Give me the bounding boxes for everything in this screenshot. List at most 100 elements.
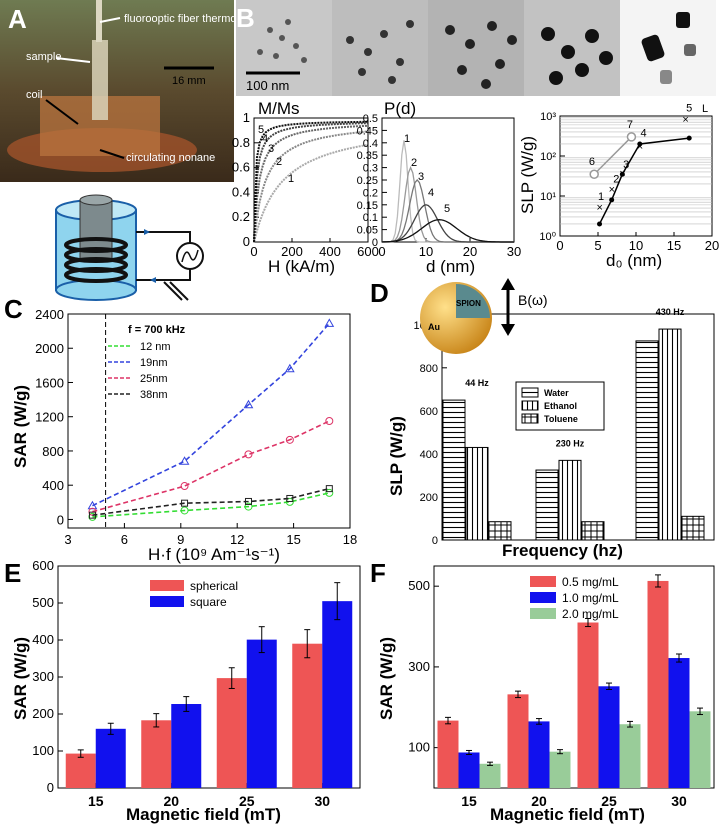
bar-ytick-label: 300 <box>32 669 54 684</box>
c-legend-label: 25nm <box>140 373 168 385</box>
pd-curve-label: 5 <box>444 203 450 215</box>
c-ytick-label: 2400 <box>35 307 64 322</box>
slp-point-label: 3 <box>623 159 629 171</box>
field-arrow-down <box>501 324 515 336</box>
mms-ytick-label: 0.8 <box>232 135 250 150</box>
coil-label: coil <box>26 89 43 101</box>
nonane-label: circulating nonane <box>126 152 215 164</box>
bar-xtick-label: 30 <box>314 793 330 809</box>
bar-legend-label: 1.0 mg/mL <box>562 591 619 605</box>
mms-ytick-label: 0.6 <box>232 160 250 175</box>
mms-curve <box>253 143 369 243</box>
slp-grey-point <box>626 132 637 142</box>
mms-curve <box>253 130 369 243</box>
bar-legend-swatch <box>530 592 556 603</box>
bar <box>647 580 669 788</box>
sample-tube <box>92 40 108 120</box>
slp-ytick-label: 10⁰ <box>539 231 556 243</box>
panel-e-xlabel: Magnetic field (mT) <box>126 805 281 824</box>
bar-ytick-label: 500 <box>32 595 54 610</box>
tem-particles-5 <box>641 12 696 84</box>
coil-arrow <box>45 99 79 125</box>
slp-ytick-label: 10¹ <box>540 191 556 203</box>
pd-plot: P(d) d (nm) 0 10 20 3000.050.10.150.20.250.… <box>357 99 522 276</box>
c-point <box>325 417 334 425</box>
d-bar <box>488 521 512 541</box>
mms-curve-label: 2 <box>276 156 282 168</box>
slp-point <box>597 221 603 227</box>
pd-ytick-label: 0.35 <box>357 150 378 162</box>
mms-xtick-label: 400 <box>319 244 341 259</box>
mms-curve-label: 3 <box>268 143 274 155</box>
pd-ytick-label: 0.05 <box>357 225 378 237</box>
panel-a-letter: A <box>8 4 27 34</box>
pd-xtick-label: 0 <box>378 244 385 259</box>
c-ytick-label: 2000 <box>35 341 64 356</box>
d-bar <box>658 328 682 541</box>
c-point <box>243 399 254 409</box>
slp-grey-point <box>589 169 599 179</box>
c-point <box>244 450 253 459</box>
bar-xtick-label: 30 <box>671 793 687 809</box>
panel-f: F SAR (W/g) Magnetic field (mT) 100 300 50… <box>370 558 715 824</box>
slp-xtick-label: 0 <box>556 238 563 253</box>
d-bar <box>635 340 659 541</box>
c-ytick-label: 800 <box>42 444 64 459</box>
bar <box>292 643 323 788</box>
bar-ytick-label: 300 <box>408 659 430 674</box>
bar-xtick-label: 15 <box>88 793 104 809</box>
core-shell-inset: Au SPION B(ω) <box>420 278 548 354</box>
sample-label: sample <box>26 51 61 63</box>
pd-ytick-label: 0 <box>372 237 378 249</box>
c-xtick-label: 3 <box>64 532 71 547</box>
panel-c-xlabel: H·f (10⁹ Am⁻¹s⁻¹) <box>148 545 280 564</box>
panel-c-letter: C <box>4 294 23 324</box>
slp-point <box>637 141 643 147</box>
bar <box>479 763 501 788</box>
pd-ytick-label: 0.5 <box>363 113 378 125</box>
pd-ytick-label: 0.15 <box>357 200 378 212</box>
bar-ytick-label: 400 <box>32 632 54 647</box>
panel-c: C SAR (W/g) H·f (10⁹ Am⁻¹s⁻¹) f = 700 kH… <box>4 294 357 564</box>
bar <box>528 721 550 788</box>
mms-frame <box>253 117 369 243</box>
c-point <box>180 482 189 491</box>
pd-ytick-label: 0.45 <box>357 125 378 137</box>
slp-cross: × <box>637 141 643 153</box>
d-ytick-label: 800 <box>420 363 438 375</box>
c-series-line <box>92 487 330 516</box>
c-xtick-label: 6 <box>121 532 128 547</box>
slp-cross: × <box>609 184 615 196</box>
c-xtick-label: 12 <box>230 532 244 547</box>
c-series-line <box>92 322 330 507</box>
panel-e-letter: E <box>4 558 21 588</box>
d-legend-label: Water <box>544 388 569 398</box>
slp-point <box>619 171 625 177</box>
mms-curve-label: 5 <box>258 124 264 136</box>
slp-xtick-label: 15 <box>667 238 681 253</box>
pd-xlabel: d (nm) <box>426 257 475 276</box>
slp-ylabel: SLP (W/g) <box>518 136 537 214</box>
c-xtick-label: 9 <box>177 532 184 547</box>
pd-curve-label: 4 <box>428 187 434 199</box>
inset-au-label: Au <box>428 322 440 332</box>
c-xtick-label: 18 <box>343 532 357 547</box>
pd-ytick-label: 0.25 <box>357 175 378 187</box>
field-arrow-up <box>501 278 515 290</box>
panel-e-ylabel: SAR (W/g) <box>11 637 30 720</box>
fiber-cable <box>96 0 102 42</box>
mms-xtick-label: 200 <box>281 244 303 259</box>
pd-ytick-label: 0.3 <box>363 163 378 175</box>
slp-xtick-label: 5 <box>594 238 601 253</box>
panel-b-letter: B <box>236 3 255 33</box>
d-bar <box>558 459 582 541</box>
mms-ytick-label: 0 <box>243 234 250 249</box>
c-legend-label: 12 nm <box>140 341 171 353</box>
c-point <box>324 318 335 327</box>
d-ytick-label: 0 <box>432 535 438 547</box>
bar <box>619 724 641 788</box>
d-category-label: 44 Hz <box>465 378 489 388</box>
bar-xtick-label: 25 <box>601 793 617 809</box>
d-bar <box>535 469 559 541</box>
